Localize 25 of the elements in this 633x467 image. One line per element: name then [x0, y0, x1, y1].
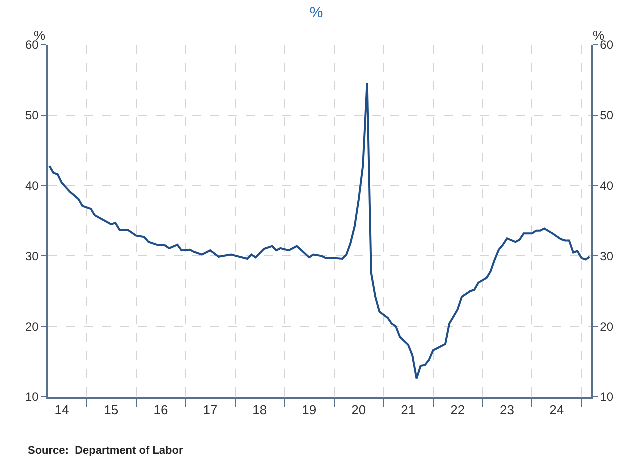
- x-tick-label: 17: [203, 402, 218, 418]
- line-series: [48, 82, 591, 380]
- y2-tick-label: 20: [600, 320, 614, 334]
- x-tick-label: 18: [252, 402, 268, 418]
- x-tick-label: 21: [401, 402, 416, 418]
- x-tick-label: 23: [500, 402, 515, 418]
- x-tick-label: 16: [154, 402, 168, 418]
- y-tick-label: 40: [25, 179, 40, 193]
- x-tick-label: 22: [450, 402, 466, 418]
- y2-tick-label: 50: [600, 108, 614, 123]
- y-tick-label: 60: [25, 38, 40, 52]
- y-tick-label: 20: [25, 320, 40, 334]
- source-note: Source: Department of Labor: [28, 445, 184, 457]
- x-tick-label: 19: [302, 402, 317, 418]
- y-tick-label: 50: [25, 108, 40, 123]
- y2-tick-label: 30: [600, 249, 614, 264]
- y2-tick-label: 40: [600, 179, 614, 193]
- chart-title: %: [310, 4, 324, 22]
- x-tick-label: 20: [352, 402, 366, 418]
- x-tick-label: 24: [550, 402, 564, 418]
- x-tick-label: 14: [54, 402, 70, 418]
- y-tick-label: 10: [25, 390, 40, 404]
- x-tick-label: 15: [104, 402, 119, 418]
- y2-tick-label: 10: [600, 390, 614, 404]
- y-tick-label: 30: [25, 249, 40, 264]
